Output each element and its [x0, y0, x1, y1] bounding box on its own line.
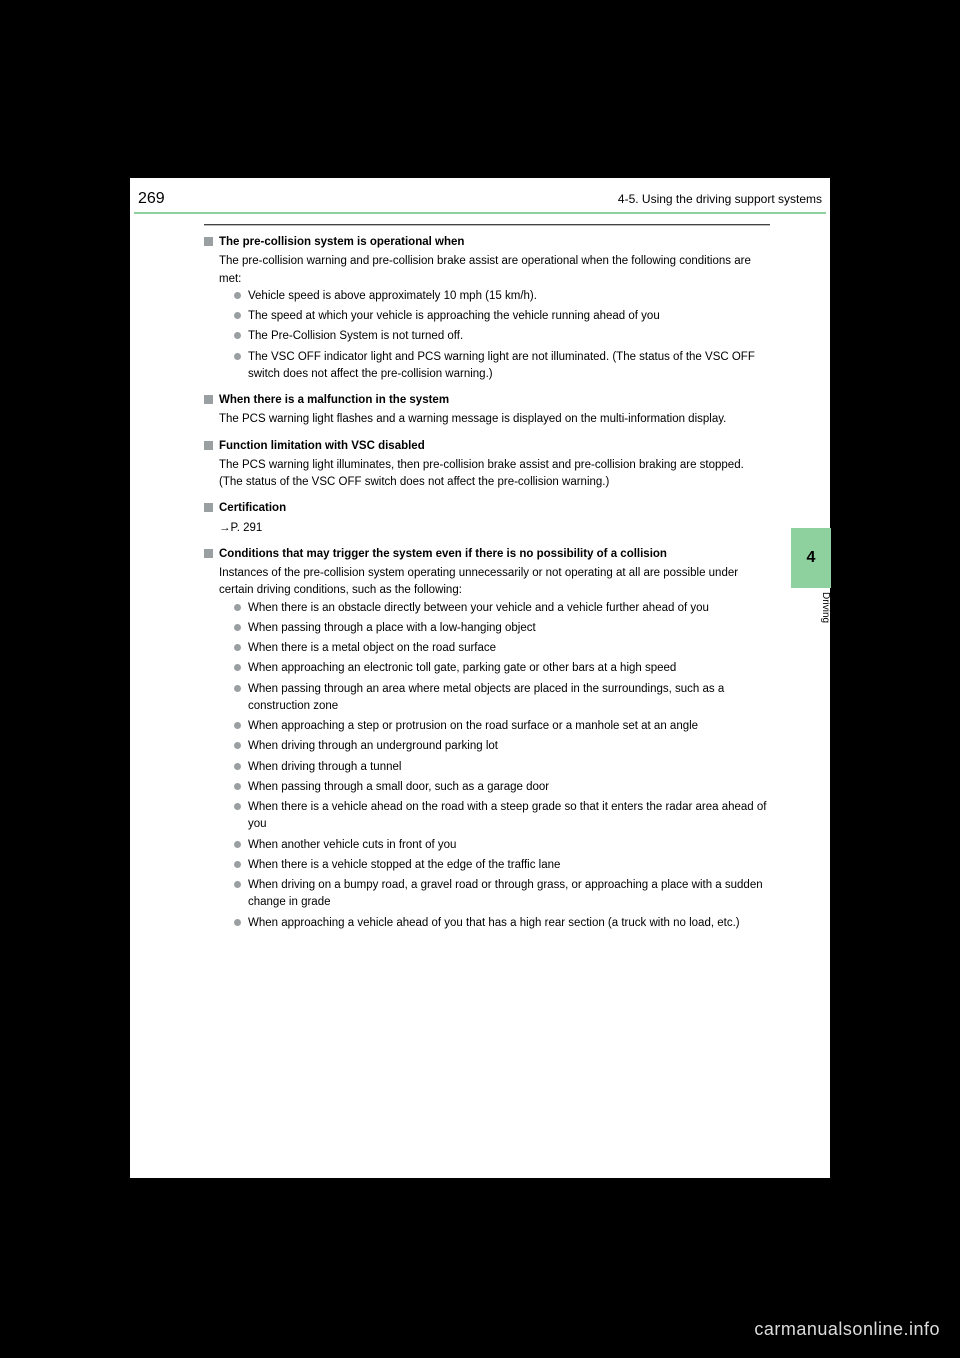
section: The pre-collision system is operational … [204, 234, 770, 383]
list-item: When driving through a tunnel [234, 759, 770, 776]
bullet-text: When there is an obstacle directly betwe… [248, 600, 709, 617]
square-bullet-icon [204, 237, 213, 246]
page-number: 269 [138, 190, 165, 208]
list-item: When another vehicle cuts in front of yo… [234, 837, 770, 854]
list-item: When passing through an area where metal… [234, 681, 770, 716]
list-item: The Pre-Collision System is not turned o… [234, 328, 770, 345]
dot-icon [234, 332, 241, 339]
bullet-text: When passing through an area where metal… [248, 681, 770, 716]
section: When there is a malfunction in the syste… [204, 392, 770, 429]
section-body: The pre-collision warning and pre-collis… [219, 253, 770, 288]
list-item: When there is a vehicle ahead on the roa… [234, 799, 770, 834]
square-bullet-icon [204, 395, 213, 404]
section-heading-text: Certification [219, 500, 286, 517]
list-item: When passing through a small door, such … [234, 779, 770, 796]
content-top-rule [204, 224, 770, 226]
list-item: When driving through an underground park… [234, 738, 770, 755]
dot-icon [234, 861, 241, 868]
bullet-text: The speed at which your vehicle is appro… [248, 308, 660, 325]
section: Conditions that may trigger the system e… [204, 546, 770, 932]
bullet-text: When approaching an electronic toll gate… [248, 660, 676, 677]
bullet-list: Vehicle speed is above approximately 10 … [234, 288, 770, 383]
chapter-tab: 4 [791, 528, 831, 588]
section-heading: When there is a malfunction in the syste… [204, 392, 770, 409]
dot-icon [234, 803, 241, 810]
list-item: When there is an obstacle directly betwe… [234, 600, 770, 617]
section: Function limitation with VSC disabled Th… [204, 438, 770, 492]
bullet-text: When there is a vehicle stopped at the e… [248, 857, 560, 874]
list-item: When approaching a step or protrusion on… [234, 718, 770, 735]
list-item: When there is a vehicle stopped at the e… [234, 857, 770, 874]
list-item: The speed at which your vehicle is appro… [234, 308, 770, 325]
square-bullet-icon [204, 549, 213, 558]
list-item: When there is a metal object on the road… [234, 640, 770, 657]
chapter-number: 4 [807, 549, 816, 567]
dot-icon [234, 664, 241, 671]
list-item: When approaching an electronic toll gate… [234, 660, 770, 677]
bullet-text: When driving through an underground park… [248, 738, 498, 755]
section-heading-text: Function limitation with VSC disabled [219, 438, 425, 455]
bullet-text: When driving through a tunnel [248, 759, 401, 776]
section-heading: Function limitation with VSC disabled [204, 438, 770, 455]
dot-icon [234, 644, 241, 651]
bullet-text: When another vehicle cuts in front of yo… [248, 837, 456, 854]
dot-icon [234, 722, 241, 729]
section-body: The PCS warning light illuminates, then … [219, 457, 770, 492]
dot-icon [234, 312, 241, 319]
watermark: carmanualsonline.info [754, 1319, 940, 1340]
section-heading: Conditions that may trigger the system e… [204, 546, 770, 563]
chapter-label: Driving [791, 588, 831, 623]
section-heading-text: The pre-collision system is operational … [219, 234, 464, 251]
dot-icon [234, 881, 241, 888]
dot-icon [234, 353, 241, 360]
list-item: When driving on a bumpy road, a gravel r… [234, 877, 770, 912]
bullet-text: When there is a metal object on the road… [248, 640, 496, 657]
list-item: When passing through a place with a low-… [234, 620, 770, 637]
section-heading: The pre-collision system is operational … [204, 234, 770, 251]
list-item: When approaching a vehicle ahead of you … [234, 915, 770, 932]
square-bullet-icon [204, 441, 213, 450]
bullet-text: Vehicle speed is above approximately 10 … [248, 288, 537, 305]
section-heading-text: When there is a malfunction in the syste… [219, 392, 449, 409]
list-item: The VSC OFF indicator light and PCS warn… [234, 349, 770, 384]
dot-icon [234, 624, 241, 631]
manual-page: 269 4-5. Using the driving support syste… [130, 178, 830, 1178]
dot-icon [234, 763, 241, 770]
section-heading-text: Conditions that may trigger the system e… [219, 546, 667, 563]
list-item: Vehicle speed is above approximately 10 … [234, 288, 770, 305]
dot-icon [234, 919, 241, 926]
section-body: The PCS warning light flashes and a warn… [219, 411, 770, 428]
square-bullet-icon [204, 503, 213, 512]
bullet-text: When passing through a place with a low-… [248, 620, 536, 637]
bullet-text: When approaching a vehicle ahead of you … [248, 915, 740, 932]
bullet-text: The VSC OFF indicator light and PCS warn… [248, 349, 770, 384]
bullet-list: When there is an obstacle directly betwe… [234, 600, 770, 932]
bullet-text: The Pre-Collision System is not turned o… [248, 328, 463, 345]
bullet-text: When approaching a step or protrusion on… [248, 718, 698, 735]
section: Certification →P. 291 [204, 500, 770, 537]
dot-icon [234, 292, 241, 299]
page-header: 269 4-5. Using the driving support syste… [130, 178, 830, 212]
section-heading: Certification [204, 500, 770, 517]
bullet-text: When there is a vehicle ahead on the roa… [248, 799, 770, 834]
dot-icon [234, 604, 241, 611]
header-rule [134, 212, 826, 214]
dot-icon [234, 742, 241, 749]
dot-icon [234, 783, 241, 790]
content-column: The pre-collision system is operational … [204, 224, 770, 932]
dot-icon [234, 685, 241, 692]
dot-icon [234, 841, 241, 848]
bullet-text: When passing through a small door, such … [248, 779, 549, 796]
bullet-text: When driving on a bumpy road, a gravel r… [248, 877, 770, 912]
section-body: Instances of the pre-collision system op… [219, 565, 770, 600]
section-title: 4-5. Using the driving support systems [618, 192, 822, 206]
section-body: →P. 291 [219, 520, 770, 537]
